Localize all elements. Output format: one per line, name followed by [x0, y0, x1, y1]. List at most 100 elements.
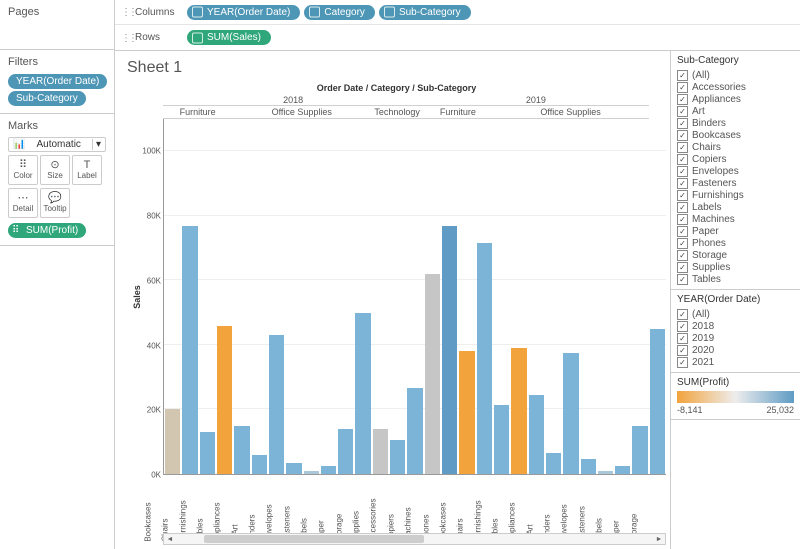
bar[interactable] — [373, 429, 388, 474]
horizontal-scrollbar[interactable]: ◄ ► — [163, 533, 666, 545]
subcategory-item[interactable]: ✓Phones — [677, 237, 794, 249]
filters-shelf[interactable]: Filters YEAR(Order Date) Sub-Category — [0, 50, 114, 114]
subcategory-item[interactable]: ✓Fasteners — [677, 177, 794, 189]
category-header: Office Supplies — [493, 106, 649, 119]
y-tick: 100K — [142, 147, 161, 156]
filters-title: Filters — [8, 56, 106, 68]
bar[interactable] — [165, 409, 180, 474]
column-pill[interactable]: Category — [304, 5, 375, 20]
bar[interactable] — [182, 226, 197, 475]
scroll-right-arrow[interactable]: ► — [653, 534, 665, 544]
mark-detail-button[interactable]: ⋯Detail — [8, 188, 38, 218]
mark-size-button[interactable]: ⊙Size — [40, 155, 70, 185]
bar[interactable] — [252, 455, 267, 474]
left-panel: Pages Filters YEAR(Order Date) Sub-Catego… — [0, 0, 115, 549]
checkbox-icon: ✓ — [677, 70, 688, 81]
subcategory-item[interactable]: ✓Envelopes — [677, 165, 794, 177]
checkbox-icon: ✓ — [677, 130, 688, 141]
checkbox-icon: ✓ — [677, 178, 688, 189]
main-area: Columns YEAR(Order Date)CategorySub-Cate… — [115, 0, 800, 549]
checkbox-icon: ✓ — [677, 250, 688, 261]
bar[interactable] — [269, 335, 284, 474]
bar[interactable] — [615, 466, 630, 474]
subcategory-item[interactable]: ✓Supplies — [677, 261, 794, 273]
category-header: Office Supplies — [232, 106, 371, 119]
right-panel: Sub-Category ✓(All)✓Accessories✓Applianc… — [670, 51, 800, 549]
sheet-title[interactable]: Sheet 1 — [127, 59, 666, 77]
mark-label-button[interactable]: TLabel — [72, 155, 102, 185]
year-header: 2018 — [163, 95, 423, 106]
column-pill[interactable]: YEAR(Order Date) — [187, 5, 300, 20]
bar[interactable] — [546, 453, 561, 474]
subcategory-item[interactable]: ✓Bookcases — [677, 129, 794, 141]
checkbox-icon: ✓ — [677, 321, 688, 332]
bar[interactable] — [425, 274, 440, 474]
subcategory-item[interactable]: ✓Art — [677, 105, 794, 117]
subcategory-item[interactable]: ✓Chairs — [677, 141, 794, 153]
marks-pill-profit[interactable]: ⠿SUM(Profit) — [8, 223, 86, 238]
subcategory-filter[interactable]: Sub-Category ✓(All)✓Accessories✓Applianc… — [671, 51, 800, 290]
year-item[interactable]: ✓(All) — [677, 308, 794, 320]
scroll-thumb[interactable] — [204, 535, 424, 543]
bar[interactable] — [321, 466, 336, 474]
pages-shelf[interactable]: Pages — [0, 0, 114, 50]
bar[interactable] — [529, 395, 544, 474]
subcategory-item[interactable]: ✓Appliances — [677, 93, 794, 105]
subcategory-item[interactable]: ✓(All) — [677, 69, 794, 81]
subcategory-item[interactable]: ✓Machines — [677, 213, 794, 225]
bar[interactable] — [563, 353, 578, 474]
bar[interactable] — [494, 405, 509, 474]
scroll-left-arrow[interactable]: ◄ — [164, 534, 176, 544]
subcategory-item[interactable]: ✓Accessories — [677, 81, 794, 93]
subcategory-item[interactable]: ✓Furnishings — [677, 189, 794, 201]
checkbox-icon: ✓ — [677, 118, 688, 129]
bar[interactable] — [390, 440, 405, 474]
mark-color-button[interactable]: ⠿Color — [8, 155, 38, 185]
subcategory-item[interactable]: ✓Tables — [677, 273, 794, 285]
y-tick: 40K — [147, 341, 161, 350]
row-pill[interactable]: SUM(Sales) — [187, 30, 271, 45]
year-item[interactable]: ✓2021 — [677, 356, 794, 368]
bar[interactable] — [598, 471, 613, 474]
column-pill[interactable]: Sub-Category — [379, 5, 471, 20]
subcategory-item[interactable]: ✓Binders — [677, 117, 794, 129]
bar[interactable] — [338, 429, 353, 474]
year-item[interactable]: ✓2018 — [677, 320, 794, 332]
checkbox-icon: ✓ — [677, 333, 688, 344]
year-item[interactable]: ✓2019 — [677, 332, 794, 344]
filter-pill[interactable]: Sub-Category — [8, 91, 86, 106]
bar[interactable] — [304, 471, 319, 474]
rows-shelf[interactable]: Rows SUM(Sales) — [115, 25, 800, 50]
category-header: Furniture — [423, 106, 492, 119]
bar[interactable] — [442, 226, 457, 475]
subcategory-item[interactable]: ✓Paper — [677, 225, 794, 237]
subcategory-item[interactable]: ✓Copiers — [677, 153, 794, 165]
mark-tooltip-button[interactable]: 💬Tooltip — [40, 188, 70, 218]
bar[interactable] — [234, 426, 249, 474]
bar[interactable] — [407, 388, 422, 474]
bar[interactable] — [286, 463, 301, 474]
bar[interactable] — [355, 313, 370, 474]
plot-area[interactable] — [163, 119, 666, 475]
marks-type-dropdown[interactable]: 📊Automatic▾ — [8, 137, 106, 152]
chart-area: Sheet 1 Order Date / Category / Sub-Cate… — [115, 51, 670, 549]
checkbox-icon: ✓ — [677, 154, 688, 165]
subcategory-item[interactable]: ✓Labels — [677, 201, 794, 213]
year-filter[interactable]: YEAR(Order Date) ✓(All)✓2018✓2019✓2020✓2… — [671, 290, 800, 373]
bar[interactable] — [459, 351, 474, 474]
profit-legend[interactable]: SUM(Profit) -8,141 25,032 — [671, 373, 800, 420]
bar[interactable] — [650, 329, 665, 474]
bar[interactable] — [632, 426, 647, 474]
checkbox-icon: ✓ — [677, 226, 688, 237]
year-item[interactable]: ✓2020 — [677, 344, 794, 356]
filter-pill[interactable]: YEAR(Order Date) — [8, 74, 107, 89]
checkbox-icon: ✓ — [677, 106, 688, 117]
columns-shelf[interactable]: Columns YEAR(Order Date)CategorySub-Cate… — [115, 0, 800, 25]
bar[interactable] — [477, 243, 492, 474]
bar[interactable] — [581, 459, 596, 474]
category-header: Furniture — [163, 106, 232, 119]
bar[interactable] — [511, 348, 526, 474]
bar[interactable] — [200, 432, 215, 474]
bar[interactable] — [217, 326, 232, 474]
subcategory-item[interactable]: ✓Storage — [677, 249, 794, 261]
